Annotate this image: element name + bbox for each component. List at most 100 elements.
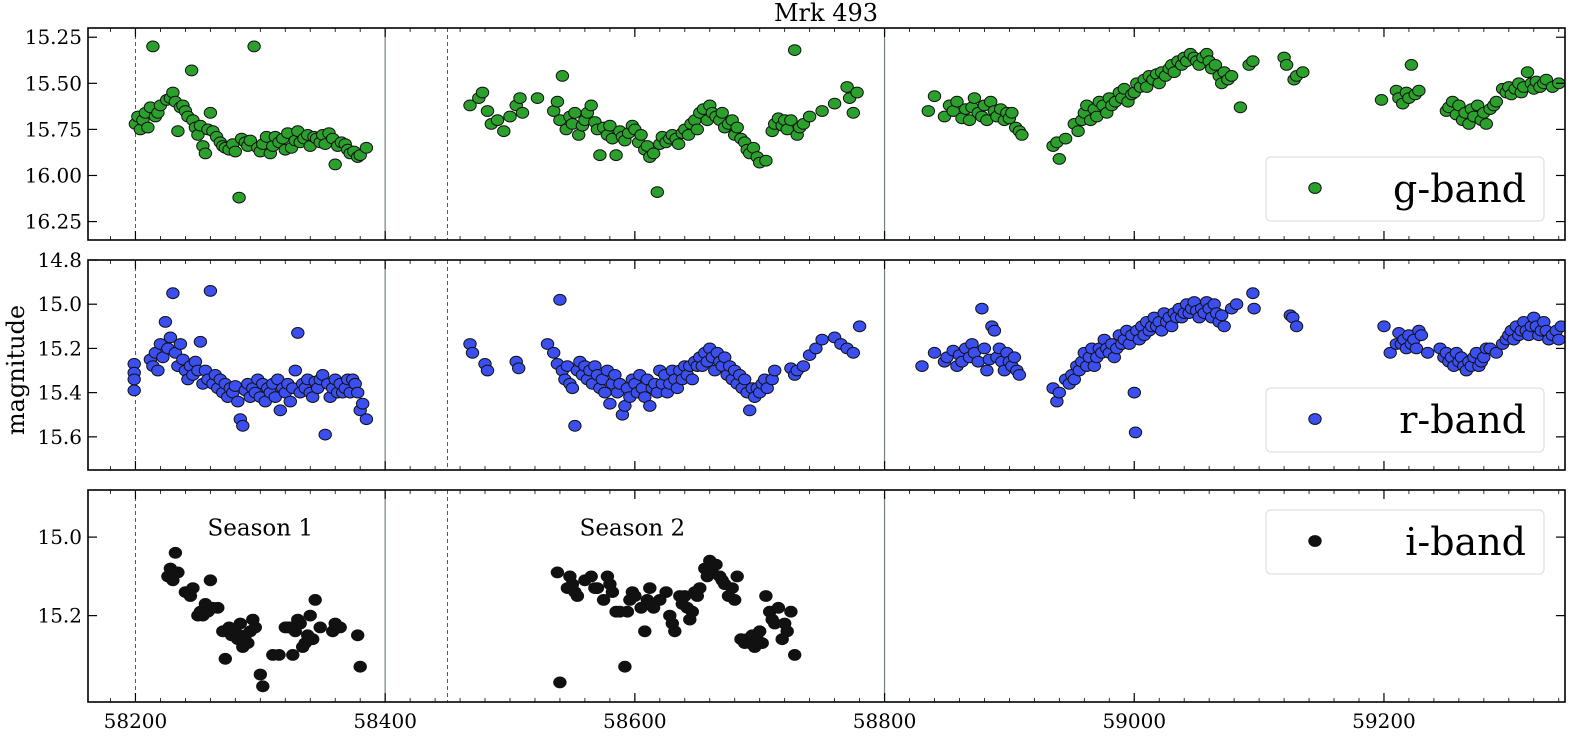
legend-box <box>1265 387 1545 453</box>
data-point <box>555 70 570 82</box>
legend-marker <box>1308 413 1322 425</box>
data-point <box>184 64 199 77</box>
data-point <box>1246 287 1260 300</box>
data-point <box>318 428 332 441</box>
y-tick-label: 15.6 <box>37 425 82 449</box>
data-point <box>1489 95 1504 108</box>
data-point <box>730 121 744 134</box>
data-point <box>490 114 505 127</box>
data-point <box>852 320 867 333</box>
data-point <box>283 395 297 408</box>
data-point <box>241 637 255 649</box>
data-point <box>950 95 964 108</box>
data-point <box>1404 59 1419 71</box>
y-tick-label: 15.25 <box>25 25 82 49</box>
y-tick-label: 14.8 <box>37 248 82 272</box>
data-point <box>802 110 817 123</box>
legend-box <box>1265 156 1545 222</box>
data-point <box>303 609 317 622</box>
axes-frame <box>87 489 1566 703</box>
data-point <box>1377 320 1391 333</box>
data-point <box>1224 70 1239 82</box>
data-point <box>168 546 183 559</box>
data-point <box>915 360 929 373</box>
data-point <box>788 649 802 661</box>
data-point <box>596 594 611 606</box>
data-point <box>967 92 982 104</box>
data-point <box>759 154 773 167</box>
data-point <box>351 629 365 642</box>
x-tick-label: 58800 <box>853 709 917 733</box>
data-point <box>646 147 661 160</box>
data-point <box>809 342 823 355</box>
data-point <box>203 285 218 297</box>
data-point <box>603 119 617 132</box>
data-point <box>971 355 985 368</box>
data-point <box>288 364 302 377</box>
data-point <box>840 81 854 93</box>
x-tick-label: 58600 <box>603 709 667 733</box>
data-point <box>784 114 798 127</box>
data-point <box>975 302 989 315</box>
data-point <box>351 386 365 399</box>
data-point <box>1217 320 1231 333</box>
data-point <box>497 125 511 138</box>
panel-g-band: 15.25 15.50 15.75 16.00 16.25 g-band <box>25 25 1566 241</box>
data-point <box>1374 94 1389 106</box>
data-point <box>659 586 673 598</box>
data-point <box>788 44 802 56</box>
r-band-legend: r-band <box>1265 387 1545 453</box>
data-point <box>273 404 287 417</box>
data-point <box>784 605 798 618</box>
y-tick-label: 16.00 <box>25 163 82 187</box>
data-point <box>333 621 347 634</box>
data-point <box>163 331 178 344</box>
panel-r-band: 14.8 15.0 15.2 15.4 15.6 r-band <box>37 248 1566 471</box>
data-point <box>730 570 744 583</box>
data-point <box>550 566 565 579</box>
i-band-legend: i-band <box>1265 509 1545 575</box>
data-point <box>643 400 657 412</box>
g-band-points <box>128 40 1565 204</box>
data-point <box>480 105 495 117</box>
g-band-legend: g-band <box>1265 156 1545 222</box>
data-point <box>253 668 267 681</box>
y-tick-label: 15.2 <box>37 604 82 628</box>
legend-marker <box>1308 182 1322 194</box>
data-point <box>1414 329 1429 342</box>
data-point <box>1127 386 1142 399</box>
data-point <box>685 605 699 618</box>
data-point <box>233 617 248 630</box>
data-point <box>1421 346 1435 359</box>
data-point <box>671 138 686 151</box>
y-axis-label: magnitude <box>2 305 30 435</box>
data-point <box>693 582 707 594</box>
season-annotation: Season 2 <box>580 515 686 541</box>
data-point <box>1489 346 1504 359</box>
data-point <box>550 95 565 108</box>
data-point <box>977 342 992 355</box>
data-point <box>1247 302 1261 315</box>
data-point <box>553 676 567 689</box>
i-band-points <box>161 546 802 693</box>
data-point <box>465 346 480 359</box>
legend-label: g-band <box>1393 167 1526 211</box>
data-point <box>1167 66 1181 79</box>
data-point <box>568 106 582 119</box>
data-point <box>685 373 699 386</box>
data-point <box>584 99 598 112</box>
data-point <box>1554 320 1565 333</box>
chart-title: Mrk 493 <box>774 0 878 27</box>
data-point <box>771 601 786 614</box>
data-point <box>962 114 977 127</box>
y-tick-label: 15.4 <box>37 381 82 405</box>
data-point <box>1128 426 1143 439</box>
data-point <box>291 327 305 339</box>
data-point <box>1520 66 1535 79</box>
data-point <box>272 649 286 661</box>
data-point <box>515 106 530 119</box>
data-point <box>755 637 769 649</box>
data-point <box>609 149 623 162</box>
data-point <box>243 134 258 147</box>
data-point <box>759 590 773 602</box>
